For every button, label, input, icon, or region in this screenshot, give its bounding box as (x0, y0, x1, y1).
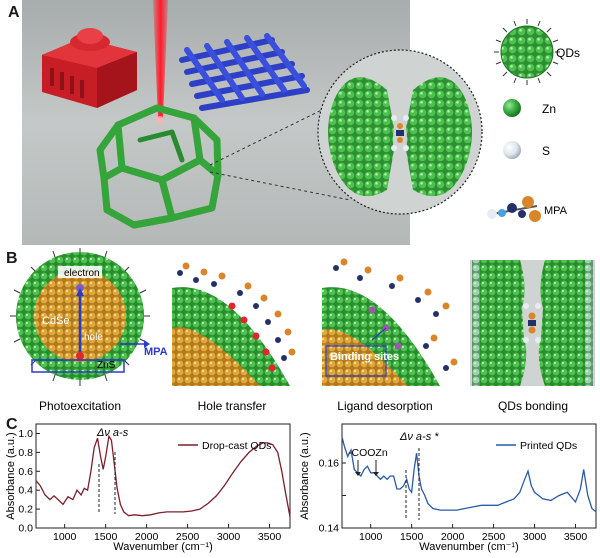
x-tick-label: 2500 (176, 531, 200, 543)
ligand-desorption-lattice (322, 258, 458, 386)
red-building-icon (42, 28, 137, 108)
y-tick-label: 1.0 (18, 428, 33, 440)
x-tick-label: 2500 (482, 531, 506, 543)
x-tick-label: 3000 (523, 531, 547, 543)
x-tick-label: 3000 (217, 531, 241, 543)
caption-qds-bonding: QDs bonding (498, 399, 568, 413)
annot-right-cooz: -COOZn (348, 447, 388, 459)
hole-label: hole (84, 332, 103, 343)
panel-b-letter: B (6, 250, 18, 267)
laser-beam (153, 0, 168, 118)
x-tick-label: 1500 (400, 531, 424, 543)
panel-c-letter: C (6, 416, 18, 433)
panel-a-letter: A (8, 4, 20, 21)
panel-a: QDs Zn S MPA (22, 0, 600, 245)
legend-s-ball (503, 141, 521, 159)
panel-b-illustration: electron CdSe hole ZnS MPA (10, 246, 595, 413)
green-dodecahedron-icon (96, 104, 222, 229)
x-tick-label: 1000 (359, 531, 383, 543)
x-tick-label: 2000 (135, 531, 159, 543)
annot-right-delta: Δν a-s * (399, 431, 439, 443)
y-tick-label: 0.6 (18, 466, 33, 478)
y-tick-label: 0.14 (319, 523, 340, 535)
y-tick-label: 0.16 (319, 458, 340, 470)
legend-zn-ball (503, 99, 521, 117)
x-tick-label: 3500 (564, 531, 588, 543)
blue-woodpile-icon (179, 33, 310, 111)
legend-qds-label: QDs (556, 46, 580, 60)
ftir-charts: 1000 1500 2000 2500 3000 3500 0.0 0.2 0.4 0.6 0.8 1… (5, 423, 597, 553)
chart-right-frame (341, 423, 597, 529)
zoom-circle (317, 49, 483, 215)
x-tick-label: 1000 (53, 531, 77, 543)
legend-s-label: S (542, 144, 550, 158)
panel-b: electron CdSe hole ZnS MPA (0, 246, 600, 418)
legend-zn-label: Zn (542, 102, 556, 116)
x-tick-label: 3500 (258, 531, 282, 543)
legend-left-label: Drop-cast QDs (202, 440, 271, 452)
x-tick-label: 2000 (441, 531, 465, 543)
series-line (35, 434, 291, 517)
x-tick-label: 1500 (94, 531, 118, 543)
binding-sites-label: Binding sites (330, 351, 399, 363)
y-tick-label: 0.8 (18, 447, 33, 459)
panel-c: 1000 1500 2000 2500 3000 3500 0.0 0.2 0.4 0.6 0.8 1… (0, 418, 600, 553)
zns-label: ZnS (97, 360, 116, 371)
electron-label: electron (64, 268, 100, 279)
mpa-label: MPA (144, 346, 168, 358)
hole-transfer-lattice (172, 262, 296, 386)
zoom-line-top (209, 99, 343, 166)
legend-right-label: Printed QDs (520, 440, 577, 452)
annot-right-arrowhead2 (373, 472, 379, 476)
caption-hole-transfer: Hole transfer (198, 399, 267, 413)
annot-left-delta: Δν a-s (96, 427, 129, 439)
legend-qds (494, 19, 560, 85)
caption-photoexcitation: Photoexcitation (39, 399, 121, 413)
y-tick-label: 0.2 (18, 504, 33, 516)
chart-right-ylabel: Absorbance (a.u.) (299, 432, 311, 519)
legend-mpa-molecule (487, 195, 541, 222)
qds-bonding-lattice (470, 260, 595, 386)
chart-drop-cast: 1000 1500 2000 2500 3000 3500 0.0 0.2 0.4 0.6 0.8 1… (5, 423, 291, 553)
chart-left-ylabel: Absorbance (a.u.) (5, 432, 17, 519)
cdse-label: CdSe (42, 315, 70, 327)
photoexcitation-sphere (10, 246, 150, 386)
y-tick-label: 0.4 (18, 485, 33, 497)
caption-ligand-desorption: Ligand desorption (337, 399, 432, 413)
chart-left-frame (35, 423, 291, 529)
chart-left-xlabel: Wavenumber (cm⁻¹) (113, 541, 213, 553)
annot-right-arrowhead1 (355, 472, 361, 476)
chart-printed: 1000 1500 2000 2500 3000 3500 0.14 0.16 Absorba… (299, 423, 597, 553)
series-line (341, 436, 597, 513)
y-tick-label: 0.0 (18, 523, 33, 535)
chart-right-xlabel: Wavenumber (cm⁻¹) (419, 541, 519, 553)
panel-a-illustration: QDs Zn S MPA (22, 0, 580, 245)
legend-mpa-label: MPA (544, 205, 568, 217)
